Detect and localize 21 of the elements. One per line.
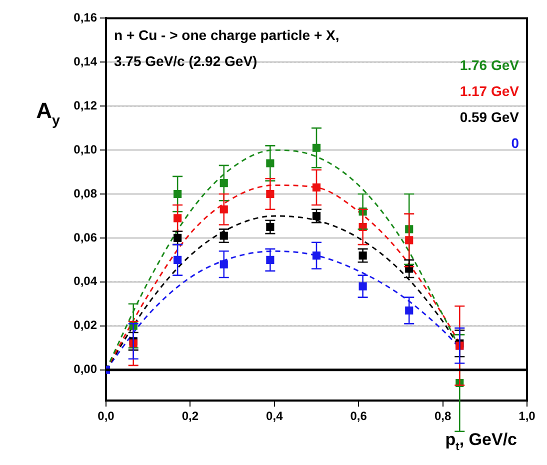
x-tick-label: 0,6 bbox=[350, 409, 368, 424]
text: 1.17 GeV bbox=[460, 83, 520, 100]
y-tick-label: 0,02 bbox=[74, 318, 98, 332]
y-tick-label: 0,04 bbox=[74, 274, 98, 288]
x-tick-label: 0,2 bbox=[182, 409, 199, 424]
annotation: n + Cu - > one charge particle + X, bbox=[114, 27, 340, 44]
text: 0.59 GeV bbox=[460, 109, 520, 126]
text: 0 bbox=[511, 135, 520, 152]
y-tick-label: 0,06 bbox=[74, 230, 98, 244]
y-tick-label: 0,16 bbox=[74, 10, 98, 25]
text: 1.76 GeV bbox=[460, 57, 520, 74]
y-tick-label: 0,08 bbox=[74, 186, 98, 200]
x-tick-label: 0,0 bbox=[98, 409, 115, 424]
x-tick-label: 1,0 bbox=[518, 409, 536, 424]
y-tick-label: 0,10 bbox=[74, 142, 98, 156]
y-tick-label: 0,00 bbox=[74, 362, 98, 376]
y-tick-label: 0,12 bbox=[74, 98, 98, 112]
annotation: 3.75 GeV/c (2.92 GeV) bbox=[114, 53, 258, 70]
x-tick-label: 0,8 bbox=[434, 409, 452, 424]
y-tick-label: 0,14 bbox=[74, 54, 98, 68]
x-tick-label: 0,4 bbox=[266, 409, 284, 424]
